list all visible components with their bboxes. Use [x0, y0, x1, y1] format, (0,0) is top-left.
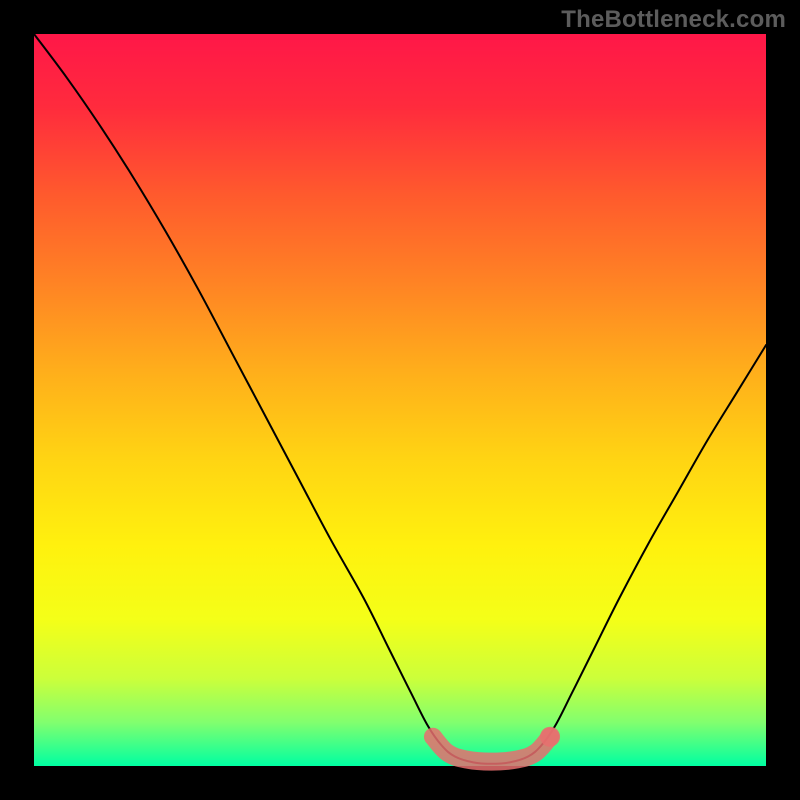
highlight-end-dot	[540, 727, 560, 747]
watermark-text: TheBottleneck.com	[561, 6, 786, 34]
bottleneck-chart	[0, 0, 800, 800]
chart-background	[34, 34, 766, 766]
